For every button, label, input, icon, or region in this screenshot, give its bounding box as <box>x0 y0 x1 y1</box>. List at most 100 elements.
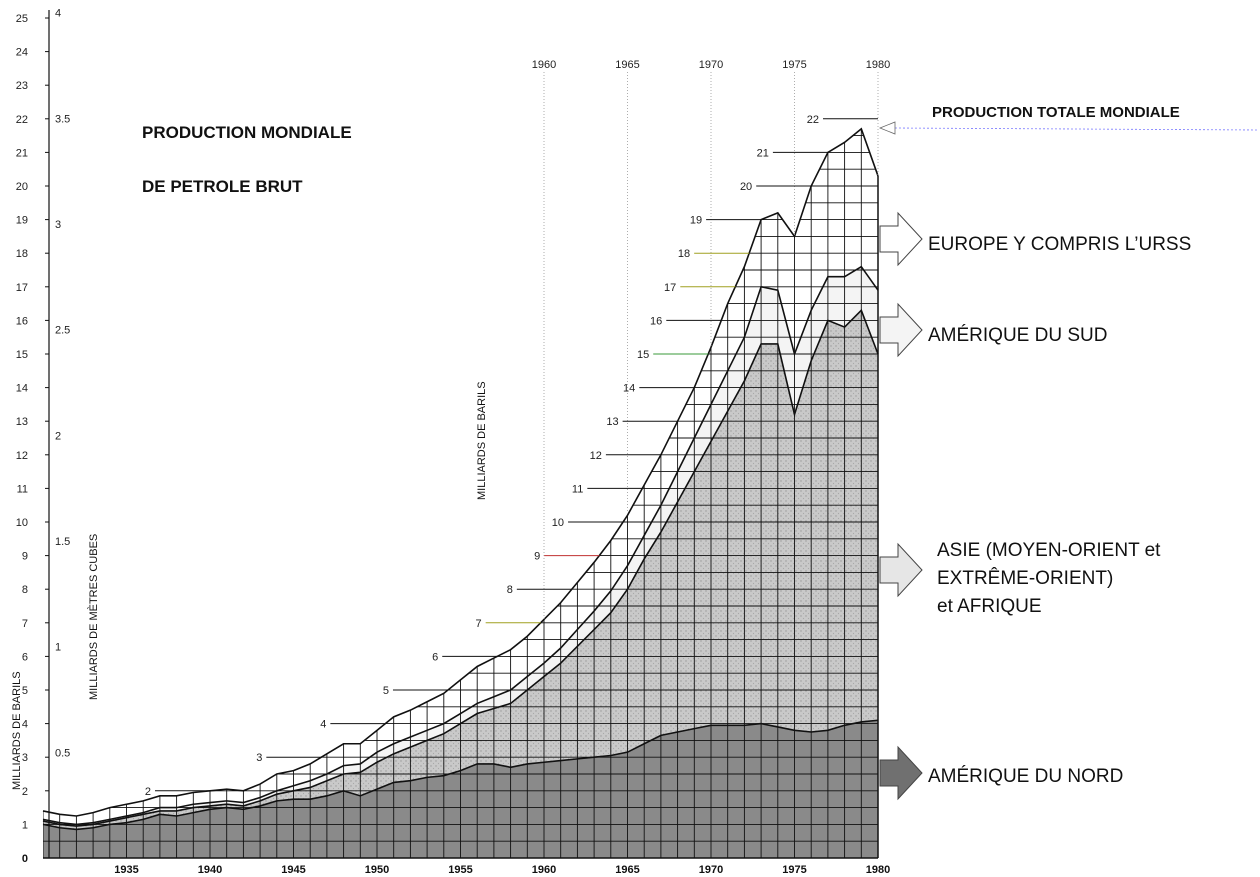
y-cubic-tick-label: 1.5 <box>55 536 70 548</box>
x-tick-label: 1975 <box>782 864 806 876</box>
x-top-tick-label: 1975 <box>782 59 806 71</box>
y-axis-label-inner: MILLIARDS DE BARILS <box>476 381 488 500</box>
y-tick-label: 22 <box>16 114 28 126</box>
arrow-amerique-du-nord <box>879 745 923 801</box>
label-amerique-du-nord: AMÉRIQUE DU NORD <box>928 766 1123 787</box>
inner-level-label: 15 <box>637 349 649 361</box>
series-lines <box>42 127 879 859</box>
x-tick-label: 1955 <box>448 864 472 876</box>
y-tick-label: 4 <box>22 719 28 731</box>
inner-level-label: 9 <box>534 551 540 563</box>
band-asie-afrique <box>43 310 878 858</box>
y-tick-label: 21 <box>16 147 28 159</box>
total-pointer-arrow <box>878 121 896 135</box>
y-tick-label: 3 <box>22 752 28 764</box>
inner-level-label: 21 <box>757 147 769 159</box>
total-pointer-line <box>894 127 1259 131</box>
inner-level-labels: 22 21 20 19 18 17 16 15 14 13 12 11 10 9 8 7 6 5 4 3 2 <box>145 114 878 798</box>
y-tick-label: 23 <box>16 80 28 92</box>
y-axis-label-cubic: MILLIARDS DE MÈTRES CUBES <box>87 534 100 700</box>
inner-level-label: 12 <box>590 450 602 462</box>
y-tick-label: 10 <box>16 517 28 529</box>
label-asie-line2: EXTRÊME-ORIENT) <box>937 567 1113 589</box>
x-top-tick-label: 1960 <box>532 59 556 71</box>
inner-level-label: 6 <box>432 651 438 663</box>
y-tick-label: 13 <box>16 416 28 428</box>
x-tick-label: 1950 <box>365 864 389 876</box>
y-tick-label: 7 <box>22 618 28 630</box>
x-top-tick-label: 1980 <box>866 59 890 71</box>
label-europe-urss: EUROPE Y COMPRIS L’URSS <box>928 234 1191 255</box>
x-top-axis-ticks: 1960 1965 1970 1975 1980 <box>532 59 890 71</box>
x-tick-label: 1980 <box>866 864 890 876</box>
series-line-1 <box>42 308 879 827</box>
y-cubic-tick-label: 2.5 <box>55 325 70 337</box>
series-line-3 <box>42 127 879 817</box>
arrow-amerique-du-sud <box>879 302 923 358</box>
y-cubic-tick-label: 0.5 <box>55 747 70 759</box>
inner-level-label: 16 <box>650 315 662 327</box>
y-tick-label: 16 <box>16 315 28 327</box>
x-tick-label: 1940 <box>198 864 222 876</box>
x-tick-label: 1945 <box>281 864 305 876</box>
y-tick-label: 14 <box>16 383 28 395</box>
y-axis-label-left: MILLIARDS DE BARILS <box>11 671 23 790</box>
label-amerique-du-sud: AMÉRIQUE DU SUD <box>928 325 1107 346</box>
inner-level-label: 2 <box>145 786 151 798</box>
inner-level-label: 4 <box>320 719 326 731</box>
chart-title-line2: DE PETROLE BRUT <box>142 177 303 196</box>
y-tick-label: 19 <box>16 215 28 227</box>
label-asie-line3: et AFRIQUE <box>937 596 1042 617</box>
y-cubic-tick-label: 4 <box>55 8 61 20</box>
series-line-0 <box>42 719 879 831</box>
region-arrows <box>879 211 923 801</box>
y-tick-label: 6 <box>22 651 28 663</box>
y-tick-label: 9 <box>22 551 28 563</box>
series-line-2 <box>42 265 879 826</box>
inner-level-label: 3 <box>256 752 262 764</box>
label-asie-line1: ASIE (MOYEN-ORIENT et <box>937 540 1161 561</box>
y-cubic-tick-label: 3 <box>55 219 61 231</box>
inner-level-label: 14 <box>623 383 635 395</box>
y-tick-label: 17 <box>16 282 28 294</box>
y-tick-label: 1 <box>22 819 28 831</box>
y-tick-label: 0 <box>22 853 28 865</box>
inner-level-label: 18 <box>678 248 690 260</box>
inner-level-label: 17 <box>664 282 676 294</box>
top-year-guides <box>543 72 879 620</box>
inner-level-label: 11 <box>572 483 583 495</box>
y-tick-label: 5 <box>22 685 28 697</box>
inner-level-label: 5 <box>383 685 389 697</box>
x-tick-label: 1970 <box>699 864 723 876</box>
x-top-tick-label: 1965 <box>615 59 639 71</box>
y-tick-label: 20 <box>16 181 28 193</box>
y-axis-ticks: 2524232221201918171615141312111098765432… <box>16 13 49 865</box>
inner-level-label: 20 <box>740 181 752 193</box>
x-tick-label: 1960 <box>532 864 556 876</box>
chart-title-line1: PRODUCTION MONDIALE <box>142 123 352 142</box>
arrow-asie-afrique <box>879 542 923 598</box>
x-tick-label: 1965 <box>615 864 639 876</box>
inner-level-label: 22 <box>807 114 819 126</box>
y-tick-label: 12 <box>16 450 28 462</box>
inner-level-label: 7 <box>476 618 482 630</box>
x-axis-ticks: 1935 1940 1945 1950 1955 1960 1965 1970 1975 1980 <box>114 864 890 876</box>
total-production-label: PRODUCTION TOTALE MONDIALE <box>932 104 1180 121</box>
inner-level-label: 10 <box>552 517 564 529</box>
y-tick-label: 11 <box>17 483 28 495</box>
y-cubic-tick-label: 2 <box>55 430 61 442</box>
arrow-europe-urss <box>879 211 923 267</box>
y-cubic-axis-ticks: 4 3.5 3 2.5 2 1.5 1 0.5 <box>55 8 70 760</box>
y-cubic-tick-label: 3.5 <box>55 113 70 125</box>
y-cubic-tick-label: 1 <box>55 642 61 654</box>
y-tick-label: 2 <box>22 786 28 798</box>
x-tick-label: 1935 <box>114 864 138 876</box>
y-tick-label: 24 <box>16 47 28 59</box>
inner-level-label: 13 <box>606 416 618 428</box>
inner-level-label: 19 <box>690 215 702 227</box>
y-tick-label: 15 <box>16 349 28 361</box>
y-tick-label: 25 <box>16 13 28 25</box>
y-tick-label: 18 <box>16 248 28 260</box>
x-top-tick-label: 1970 <box>699 59 723 71</box>
